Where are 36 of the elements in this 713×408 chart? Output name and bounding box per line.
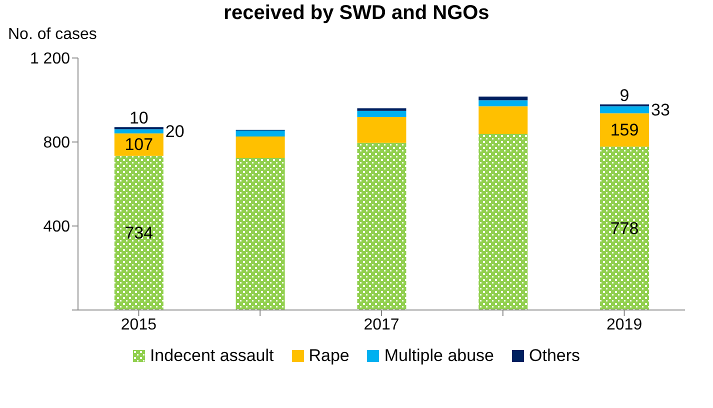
- bar: [478, 96, 528, 100]
- bar: [357, 117, 406, 143]
- data-label: 734: [124, 223, 154, 242]
- data-label: 9: [620, 86, 630, 105]
- legend-label: Others: [528, 346, 580, 366]
- bar: [236, 136, 285, 158]
- y-tick-label: 800: [43, 134, 70, 152]
- bar: [114, 156, 164, 310]
- data-label: 10: [129, 108, 148, 128]
- bar: [478, 106, 528, 134]
- bar: [600, 146, 650, 310]
- bar: [357, 108, 406, 111]
- y-tick-label: 400: [43, 218, 70, 236]
- legend-label: Rape: [308, 346, 350, 366]
- legend-label: Multiple abuse: [383, 346, 494, 366]
- chart-title: received by SWD and NGOs: [222, 2, 490, 26]
- bar: [600, 106, 650, 114]
- bar: [357, 110, 406, 118]
- data-label: 159: [610, 120, 639, 140]
- x-tick-label: 2015: [120, 316, 157, 334]
- x-tick-label: 2017: [364, 316, 400, 334]
- bar: [478, 100, 528, 106]
- y-tick-label: 1 200: [30, 50, 70, 68]
- bar: [478, 134, 528, 310]
- bar: [236, 158, 285, 310]
- bar: [236, 130, 285, 137]
- data-label: 20: [165, 122, 184, 141]
- bar: [357, 142, 406, 310]
- bar: [114, 129, 164, 134]
- y-axis-title: No. of cases: [8, 26, 98, 44]
- legend-label: Indecent assault: [148, 346, 274, 366]
- data-label: 778: [610, 218, 639, 238]
- data-label: 107: [124, 135, 154, 154]
- bar: [600, 113, 650, 147]
- x-tick-label: 2019: [606, 316, 642, 334]
- data-label: 33: [651, 100, 670, 120]
